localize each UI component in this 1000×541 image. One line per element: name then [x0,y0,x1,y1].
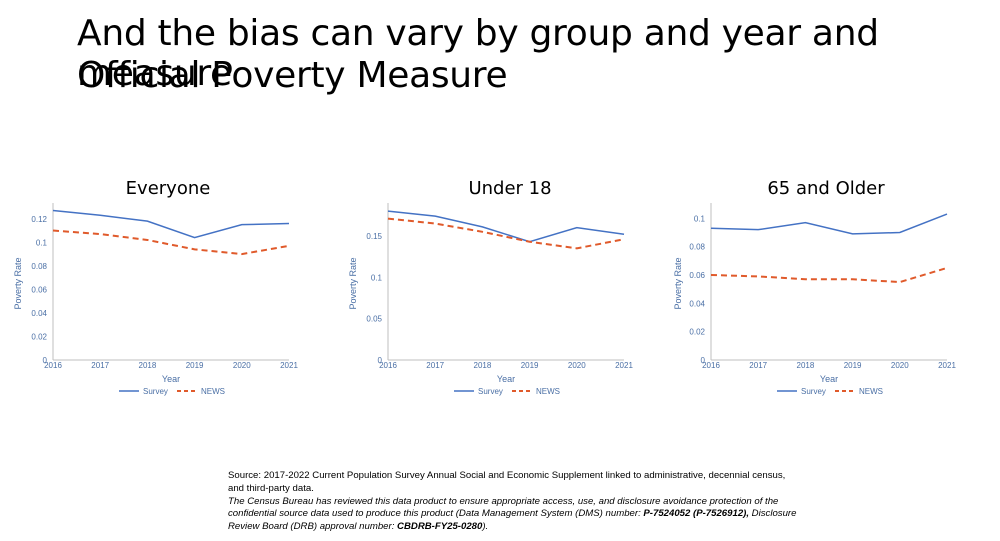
x-tick-label: 2019 [844,361,862,370]
x-axis-label: Year [162,374,180,384]
chart-everyone: 0 0.02 0.04 0.06 0.08 0.1 0.12 2016 2017 2018 2019… [13,203,298,396]
x-axis-label: Year [820,374,838,384]
series-line-news [710,266,948,284]
y-tick-label: 0.1 [36,238,48,247]
slide-title: And the bias can vary by group and year … [77,13,879,94]
x-tick-label: 2020 [233,361,251,370]
source-line: Source: 2017-2022 Current Population Sur… [228,470,786,494]
x-tick-label: 2018 [139,361,157,370]
y-tick-label: 0.08 [689,243,705,252]
slide-subtitle: Official Poverty Measure [77,55,508,96]
legend-label-news: NEWS [859,387,883,396]
source-note: Source: 2017-2022 Current Population Sur… [228,470,798,534]
x-tick-label: 2020 [568,361,586,370]
x-tick-label: 2019 [521,361,539,370]
dms-number: P-7524052 (P-7526912), [643,508,750,520]
drb-number: CBDRB-FY25-0280 [397,521,483,533]
y-tick-label: 0.04 [31,309,47,318]
disclosure-end: ). [482,521,489,533]
drb-label: Disclosure Review Board (DRB) approval n… [228,508,797,533]
chart-title-under-18: Under 18 [468,178,552,199]
legend-label-news: NEWS [201,387,225,396]
series-line-news [387,217,625,250]
disclosure-text: The Census Bureau has reviewed this data… [228,495,779,520]
x-tick-label: 2021 [280,361,298,370]
x-tick-label: 2018 [797,361,815,370]
x-tick-label: 2021 [615,361,633,370]
y-tick-label: 0 [43,356,48,365]
y-axis-label: Poverty Rate [673,257,683,309]
y-tick-label: 0.12 [31,215,47,224]
y-axis-label: Poverty Rate [13,257,23,309]
x-tick-label: 2020 [891,361,909,370]
y-tick-label: 0.15 [366,232,382,241]
series-line-survey [52,209,290,239]
chart-title-everyone: Everyone [125,178,211,199]
x-tick-label: 2017 [749,361,767,370]
x-tick-label: 2016 [44,361,62,370]
legend-label-news: NEWS [536,387,560,396]
y-tick-label: 0.02 [31,332,47,341]
y-tick-label: 0.06 [31,285,47,294]
y-tick-label: 0.04 [689,299,705,308]
series-line-news [52,229,290,256]
x-tick-label: 2017 [91,361,109,370]
x-axis-label: Year [497,374,515,384]
y-tick-label: 0.08 [31,262,47,271]
x-tick-label: 2016 [702,361,720,370]
y-tick-label: 0.05 [366,315,382,324]
y-tick-label: 0 [378,356,383,365]
legend-label-survey: Survey [801,387,826,396]
series-line-survey [710,213,948,235]
chart-under-18: 0 0.05 0.1 0.15 2016 2017 2018 2019 2020 2021 Year… [348,203,633,396]
y-tick-label: 0.06 [689,271,705,280]
x-tick-label: 2016 [379,361,397,370]
chart-title-65-older: 65 and Older [767,178,885,199]
y-tick-label: 0.1 [371,273,383,282]
legend-label-survey: Survey [478,387,503,396]
y-axis-label: Poverty Rate [348,257,358,309]
y-tick-label: 0.1 [694,214,706,223]
series-line-survey [387,210,625,243]
x-tick-label: 2019 [186,361,204,370]
y-tick-label: 0.02 [689,328,705,337]
legend-label-survey: Survey [143,387,168,396]
chart-65-older: 0 0.02 0.04 0.06 0.08 0.1 2016 2017 2018 2019 2020… [673,203,956,396]
x-tick-label: 2021 [938,361,956,370]
x-tick-label: 2017 [426,361,444,370]
y-tick-label: 0 [701,356,706,365]
x-tick-label: 2018 [474,361,492,370]
